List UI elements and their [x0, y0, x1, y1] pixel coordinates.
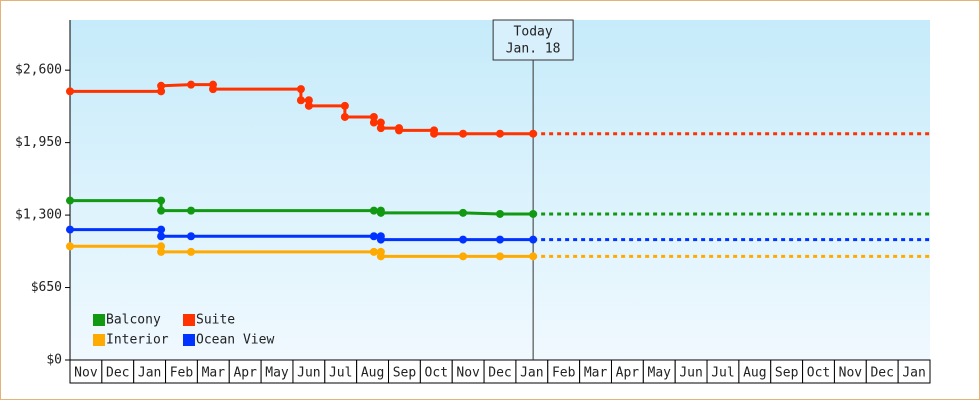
point [376, 235, 385, 244]
point [369, 118, 378, 127]
point [369, 112, 378, 121]
y-tick-label: $650 [31, 280, 62, 295]
x-tick-label: Jul [329, 366, 352, 381]
point [296, 85, 305, 94]
point [529, 252, 538, 261]
point [157, 206, 166, 215]
point [529, 209, 538, 218]
x-tick-label: Sep [393, 366, 417, 381]
x-tick-label: Dec [106, 366, 129, 381]
point [209, 85, 218, 94]
legend-label: Balcony [106, 313, 161, 328]
point [157, 87, 166, 96]
x-tick-label: Sep [775, 366, 799, 381]
x-tick-label: Aug [743, 366, 766, 381]
legend-label: Suite [196, 313, 235, 328]
x-tick-label: Oct [425, 366, 448, 381]
point [66, 196, 74, 205]
point [369, 247, 378, 256]
point [529, 235, 538, 244]
x-tick-label: Apr [616, 366, 640, 381]
point [459, 129, 468, 138]
x-tick-label: Mar [202, 366, 226, 381]
point [157, 81, 166, 90]
point [496, 129, 504, 138]
point [496, 209, 504, 218]
x-tick-label: Jun [679, 366, 702, 381]
point [157, 242, 166, 251]
point [157, 196, 166, 205]
x-tick-label: Nov [74, 366, 98, 381]
today-box [492, 19, 574, 61]
x-tick-label: Feb [552, 366, 576, 381]
x-tick-label: Jan [520, 366, 543, 381]
x-tick-label: Feb [170, 366, 194, 381]
today-label: Today [514, 25, 553, 40]
point [187, 206, 196, 215]
x-tick-label: Oct [807, 366, 830, 381]
point [66, 225, 74, 234]
y-tick-label: $1,950 [15, 135, 62, 150]
legend-swatch [183, 314, 195, 326]
point [340, 112, 349, 121]
x-tick-cell [897, 359, 931, 384]
point [496, 235, 504, 244]
x-tick-label: Dec [870, 366, 893, 381]
y-tick-label: $2,600 [15, 63, 62, 78]
point [369, 206, 378, 215]
legend-swatch [183, 334, 195, 346]
point [187, 247, 196, 256]
x-tick-label: May [648, 366, 672, 381]
point [376, 118, 385, 127]
x-tick-label: Aug [361, 366, 384, 381]
point [529, 129, 538, 138]
point [304, 101, 313, 110]
x-tick-label: Mar [584, 366, 608, 381]
point [496, 252, 504, 261]
point [304, 96, 313, 105]
point [66, 242, 74, 251]
x-tick-label: Nov [456, 366, 480, 381]
point [459, 208, 468, 217]
x-tick-label: Jan [902, 366, 925, 381]
legend-label: Interior [106, 333, 169, 348]
x-tick-label: Nov [839, 366, 863, 381]
point [157, 232, 166, 241]
x-tick-label: Apr [233, 366, 257, 381]
point [66, 87, 74, 96]
point [187, 232, 196, 241]
plot-area [70, 20, 930, 360]
point [376, 124, 385, 133]
point [430, 129, 439, 138]
point [187, 80, 196, 89]
point [340, 101, 349, 110]
point [157, 247, 166, 256]
x-tick-label: May [265, 366, 289, 381]
point [459, 252, 468, 261]
x-tick-label: Jul [711, 366, 734, 381]
point [369, 232, 378, 241]
legend-label: Ocean View [196, 333, 274, 348]
point [376, 252, 385, 261]
point [157, 225, 166, 234]
x-tick-label: Dec [488, 366, 511, 381]
legend-swatch [93, 314, 105, 326]
legend-swatch [93, 334, 105, 346]
x-tick-label: Jun [297, 366, 320, 381]
today-label: Jan. 18 [506, 42, 561, 57]
x-tick-label: Jan [138, 366, 161, 381]
y-tick-label: $1,300 [15, 208, 62, 223]
point [395, 126, 404, 135]
point [296, 96, 305, 105]
point [376, 208, 385, 217]
y-tick-label: $0 [46, 353, 62, 368]
point [459, 235, 468, 244]
